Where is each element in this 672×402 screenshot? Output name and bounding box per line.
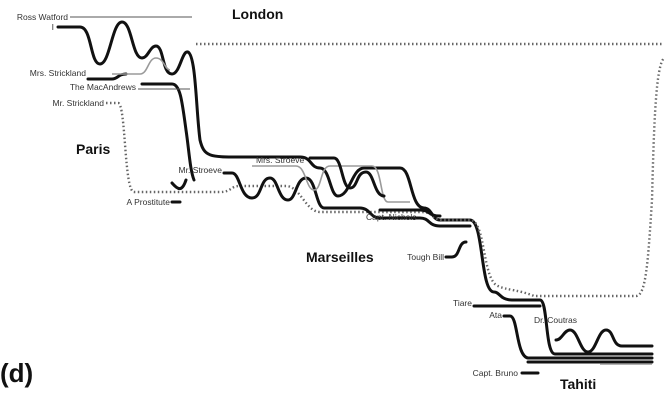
mrs-stroeve-thick-line [308, 156, 386, 198]
label-mrs-stroeve: Mrs. Stroeve [256, 155, 304, 165]
dr-coutras-line [554, 328, 654, 354]
place-tahiti: Tahiti [560, 376, 596, 392]
i-line [56, 20, 654, 356]
macandrews-line [140, 82, 196, 182]
capt-nichols-line [378, 208, 442, 218]
label-tough-bill: Tough Bill [407, 252, 444, 262]
character-labels: Ross Watford I Mrs. Strickland The MacAn… [17, 12, 577, 378]
ata-line [502, 314, 654, 360]
mrs-stroeve-line [252, 165, 410, 203]
label-ata: Ata [489, 310, 502, 320]
tough-bill-line [444, 240, 468, 259]
label-ross-watford: Ross Watford [17, 12, 68, 22]
label-the-macandrews: The MacAndrews [70, 82, 136, 92]
place-marseilles: Marseilles [306, 249, 374, 265]
label-i: I [52, 22, 54, 32]
place-london: London [232, 6, 283, 22]
strickland-paris-curve [170, 178, 188, 191]
label-dr-coutras: Dr. Coutras [534, 315, 577, 325]
label-mrs-strickland: Mrs. Strickland [30, 68, 86, 78]
place-paris: Paris [76, 141, 110, 157]
label-capt-nichols: Capt. Nichols [366, 212, 417, 222]
label-tiare: Tiare [453, 298, 472, 308]
label-mr-stroeve: Mr. Stroeve [179, 165, 223, 175]
mr-stroeve-line [222, 171, 472, 228]
panel-label: (d) [0, 358, 33, 388]
storyline-lines [56, 16, 665, 375]
mrs-strickland-gray-line [112, 57, 171, 75]
label-capt-bruno: Capt. Bruno [473, 368, 519, 378]
label-a-prostitute: A Prostitute [127, 197, 171, 207]
place-labels: London Paris Marseilles Tahiti [76, 6, 596, 392]
label-mr-strickland: Mr. Strickland [53, 98, 105, 108]
mr-strickland-line [106, 57, 665, 298]
